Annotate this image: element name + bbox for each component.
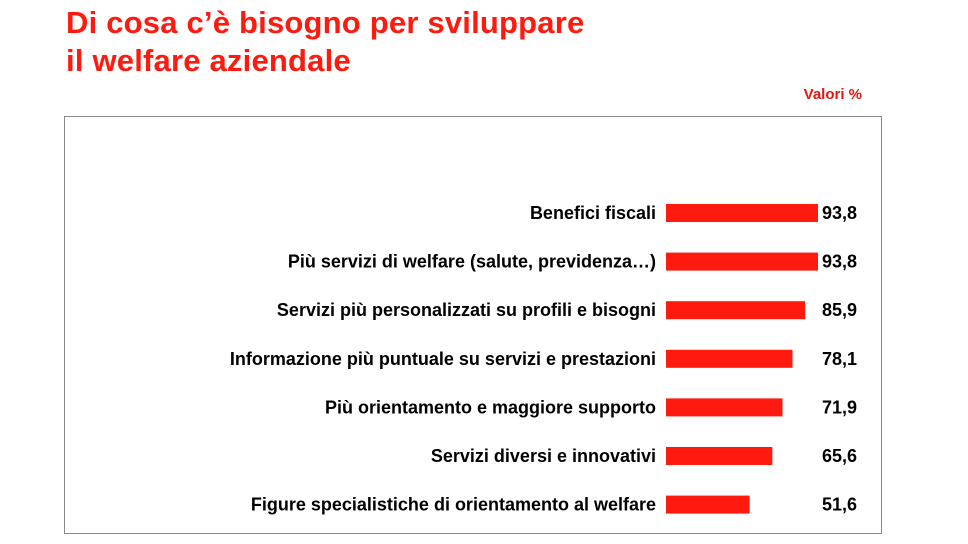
value-label: 85,9 <box>822 300 857 320</box>
value-label: 93,8 <box>822 252 857 272</box>
value-label: 78,1 <box>822 349 857 369</box>
chart-title: Di cosa c’è bisogno per sviluppare il we… <box>66 4 584 80</box>
value-label: 93,8 <box>822 203 857 223</box>
value-label: 51,6 <box>822 495 857 515</box>
units-label: Valori % <box>803 86 862 103</box>
bar <box>666 252 818 271</box>
category-label: Figure specialistiche di orientamento al… <box>251 495 656 515</box>
value-label: 71,9 <box>822 397 857 417</box>
value-label: 65,6 <box>822 446 857 466</box>
chart-title-line-1: Di cosa c’è bisogno per sviluppare <box>66 5 585 40</box>
bar <box>666 349 793 368</box>
category-label: Più orientamento e maggiore supporto <box>325 397 656 417</box>
category-label: Benefici fiscali <box>530 203 656 223</box>
chart-title-line-2: il welfare aziendale <box>66 43 351 78</box>
chart-frame <box>64 116 882 534</box>
category-label: Più servizi di welfare (salute, previden… <box>288 252 656 272</box>
category-label: Servizi più personalizzati su profili e … <box>277 300 656 320</box>
bar <box>666 398 783 417</box>
bar <box>666 301 806 320</box>
bar <box>666 447 773 465</box>
bar <box>666 204 818 222</box>
bar <box>666 495 750 514</box>
category-label: Informazione più puntuale su servizi e p… <box>230 349 656 369</box>
category-label: Servizi diversi e innovativi <box>431 446 656 466</box>
